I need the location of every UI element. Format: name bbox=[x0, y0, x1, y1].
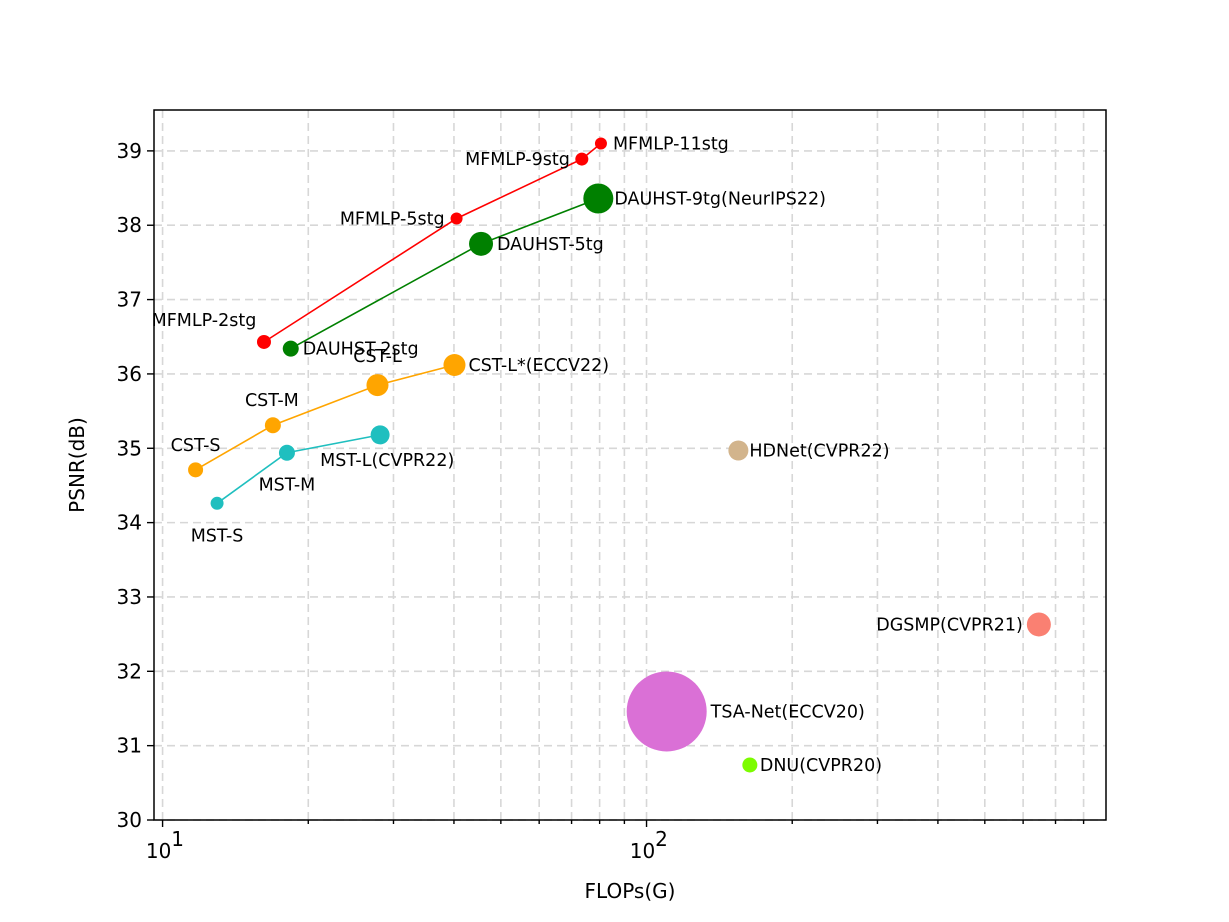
point-cst-s bbox=[188, 462, 204, 478]
y-tick-label: 34 bbox=[117, 511, 142, 535]
point-cst-m bbox=[264, 417, 281, 434]
label-mst-l-cvpr22: MST-L(CVPR22) bbox=[320, 451, 454, 471]
y-tick-label: 33 bbox=[117, 585, 142, 609]
y-tick-label: 39 bbox=[117, 139, 142, 163]
point-dauhst-5tg bbox=[469, 231, 494, 256]
point-tsa-net-eccv20 bbox=[626, 671, 707, 752]
y-tick-label: 30 bbox=[117, 808, 142, 832]
x-tick-label: 10 bbox=[630, 839, 655, 863]
point-hdnet-cvpr22 bbox=[728, 440, 749, 461]
point-mst-m bbox=[278, 444, 295, 461]
grid bbox=[154, 110, 1106, 821]
y-tick-label: 32 bbox=[117, 659, 142, 683]
x-tick-label-exponent: 1 bbox=[171, 827, 184, 851]
label-mfmlp-11stg: MFMLP-11stg bbox=[613, 134, 729, 154]
label-dauhst-9tg-neurips22: DAUHST-9tg(NeurIPS22) bbox=[614, 189, 826, 209]
label-hdnet-cvpr22: HDNet(CVPR22) bbox=[749, 442, 889, 462]
y-tick-label: 38 bbox=[117, 213, 142, 237]
point-mfmlp-5stg bbox=[450, 212, 463, 225]
point-mfmlp-2stg bbox=[256, 334, 271, 349]
data-points bbox=[188, 137, 1051, 773]
y-tick-label: 35 bbox=[117, 436, 142, 460]
point-dauhst-9tg-neurips22 bbox=[583, 183, 614, 214]
label-dgsmp-cvpr21: DGSMP(CVPR21) bbox=[876, 615, 1023, 635]
label-cst-l: CST-L bbox=[353, 347, 402, 367]
point-mst-l-cvpr22 bbox=[370, 425, 390, 445]
label-tsa-net-eccv20: TSA-Net(ECCV20) bbox=[710, 702, 865, 722]
y-tick-label: 37 bbox=[117, 288, 142, 312]
label-mst-m: MST-M bbox=[259, 476, 316, 496]
y-tick-label: 36 bbox=[117, 362, 142, 386]
label-mst-s: MST-S bbox=[191, 526, 244, 546]
label-dnu-cvpr20: DNU(CVPR20) bbox=[760, 756, 882, 776]
x-tick-label: 10 bbox=[146, 839, 171, 863]
point-cst-l bbox=[366, 374, 389, 397]
x-tick-label-exponent: 2 bbox=[655, 827, 668, 851]
point-mfmlp-9stg bbox=[575, 152, 589, 166]
series-line-mfmlp bbox=[263, 142, 602, 343]
point-dauhst-2stg bbox=[282, 340, 299, 357]
point-cst-l-eccv22 bbox=[443, 354, 466, 377]
x-axis-title: FLOPs(G) bbox=[585, 879, 676, 903]
plot-frame bbox=[153, 109, 1107, 821]
label-cst-l-eccv22: CST-L*(ECCV22) bbox=[468, 356, 609, 376]
label-dauhst-2stg: DAUHST-2stg bbox=[303, 340, 419, 360]
point-mfmlp-11stg bbox=[594, 137, 607, 150]
y-tick-label: 31 bbox=[117, 734, 142, 758]
point-labels: MFMLP-2stg MFMLP-5stg MFMLP-9stg MFMLP-11st… bbox=[152, 134, 1023, 776]
label-cst-m: CST-M bbox=[245, 391, 299, 411]
point-dgsmp-cvpr21 bbox=[1026, 612, 1051, 637]
label-mfmlp-5stg: MFMLP-5stg bbox=[340, 210, 445, 230]
label-cst-s: CST-S bbox=[171, 436, 221, 456]
y-axis-title: PSNR(dB) bbox=[65, 417, 89, 513]
label-dauhst-5tg: DAUHST-5tg bbox=[497, 235, 604, 255]
label-mfmlp-2stg: MFMLP-2stg bbox=[152, 311, 257, 331]
point-dnu-cvpr20 bbox=[742, 757, 758, 773]
series-line-cst bbox=[195, 364, 455, 471]
point-mst-s bbox=[210, 496, 224, 510]
label-mfmlp-9stg: MFMLP-9stg bbox=[465, 150, 570, 170]
